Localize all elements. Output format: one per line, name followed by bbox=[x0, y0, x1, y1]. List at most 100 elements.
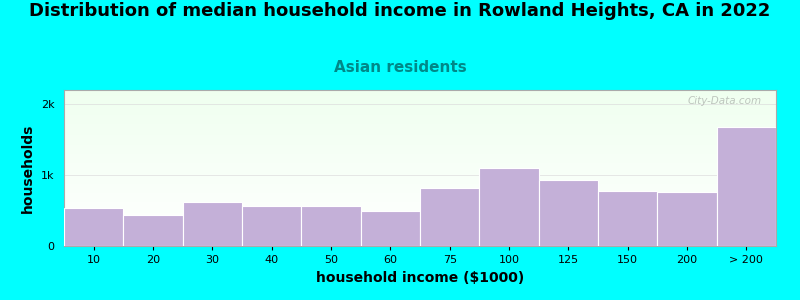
Bar bbox=[64, 171, 776, 173]
Bar bbox=[64, 218, 776, 220]
Bar bbox=[64, 160, 776, 162]
Bar bbox=[64, 173, 776, 174]
Y-axis label: households: households bbox=[21, 123, 35, 213]
Bar bbox=[64, 199, 776, 201]
Bar bbox=[64, 152, 776, 154]
Bar bbox=[123, 215, 182, 246]
Bar bbox=[64, 155, 776, 157]
Bar bbox=[64, 241, 776, 243]
Bar bbox=[717, 127, 776, 246]
Bar bbox=[64, 188, 776, 190]
Bar bbox=[64, 129, 776, 130]
Bar bbox=[64, 194, 776, 196]
Bar bbox=[64, 165, 776, 166]
Bar bbox=[64, 240, 776, 241]
Bar bbox=[64, 126, 776, 128]
Bar bbox=[64, 235, 776, 237]
Bar bbox=[64, 193, 776, 194]
Bar bbox=[64, 176, 776, 177]
Bar bbox=[64, 103, 776, 104]
Bar bbox=[64, 168, 776, 170]
Bar bbox=[64, 216, 776, 218]
Bar bbox=[64, 221, 776, 223]
Bar bbox=[64, 208, 123, 246]
Bar bbox=[64, 184, 776, 185]
Bar bbox=[64, 120, 776, 121]
Bar bbox=[64, 237, 776, 238]
Bar bbox=[64, 132, 776, 134]
Bar bbox=[64, 128, 776, 129]
Bar bbox=[64, 142, 776, 143]
Bar bbox=[64, 201, 776, 202]
Bar bbox=[64, 229, 776, 230]
Bar bbox=[64, 220, 776, 221]
Bar bbox=[64, 232, 776, 233]
Bar bbox=[64, 101, 776, 103]
Bar bbox=[64, 157, 776, 159]
Bar bbox=[64, 187, 776, 188]
Bar bbox=[64, 154, 776, 155]
Bar bbox=[64, 115, 776, 116]
Bar bbox=[64, 179, 776, 181]
Bar bbox=[64, 96, 776, 98]
Bar bbox=[64, 107, 776, 109]
Bar bbox=[64, 137, 776, 138]
Bar bbox=[64, 174, 776, 176]
Bar bbox=[64, 181, 776, 182]
Bar bbox=[64, 244, 776, 246]
Bar bbox=[64, 140, 776, 142]
Bar bbox=[64, 134, 776, 135]
Bar bbox=[64, 162, 776, 163]
Bar bbox=[64, 99, 776, 101]
Bar bbox=[479, 168, 538, 246]
Bar bbox=[64, 233, 776, 235]
Bar bbox=[64, 191, 776, 193]
Bar bbox=[64, 230, 776, 232]
Bar bbox=[64, 123, 776, 124]
Bar bbox=[64, 130, 776, 132]
Bar bbox=[64, 93, 776, 95]
Bar bbox=[64, 226, 776, 227]
Bar bbox=[64, 148, 776, 149]
Bar bbox=[64, 208, 776, 210]
Bar bbox=[538, 180, 598, 246]
Bar bbox=[64, 112, 776, 113]
Bar bbox=[64, 204, 776, 206]
Bar bbox=[64, 177, 776, 179]
Bar bbox=[182, 202, 242, 246]
Bar bbox=[64, 90, 776, 92]
Bar bbox=[64, 224, 776, 226]
Bar bbox=[64, 169, 776, 171]
Bar bbox=[361, 211, 420, 246]
Bar bbox=[64, 227, 776, 229]
Bar bbox=[64, 95, 776, 96]
Bar bbox=[64, 104, 776, 106]
Bar bbox=[64, 138, 776, 140]
Bar bbox=[64, 202, 776, 204]
Bar bbox=[64, 167, 776, 168]
Bar bbox=[64, 151, 776, 152]
Bar bbox=[242, 206, 302, 246]
Bar bbox=[64, 98, 776, 99]
Bar bbox=[64, 121, 776, 123]
Bar bbox=[64, 135, 776, 137]
Bar bbox=[64, 110, 776, 112]
Bar bbox=[64, 109, 776, 110]
Bar bbox=[64, 143, 776, 145]
Bar bbox=[64, 146, 776, 148]
Bar bbox=[64, 196, 776, 198]
Bar bbox=[64, 198, 776, 199]
Bar bbox=[64, 113, 776, 115]
Bar bbox=[64, 210, 776, 212]
Text: Asian residents: Asian residents bbox=[334, 60, 466, 75]
Bar bbox=[64, 92, 776, 93]
Bar bbox=[64, 118, 776, 120]
Bar bbox=[64, 182, 776, 184]
Bar bbox=[64, 106, 776, 107]
Bar bbox=[64, 124, 776, 126]
Text: City-Data.com: City-Data.com bbox=[688, 96, 762, 106]
Bar bbox=[64, 190, 776, 191]
Bar bbox=[420, 188, 479, 246]
Text: Distribution of median household income in Rowland Heights, CA in 2022: Distribution of median household income … bbox=[30, 2, 770, 20]
Bar bbox=[64, 213, 776, 215]
